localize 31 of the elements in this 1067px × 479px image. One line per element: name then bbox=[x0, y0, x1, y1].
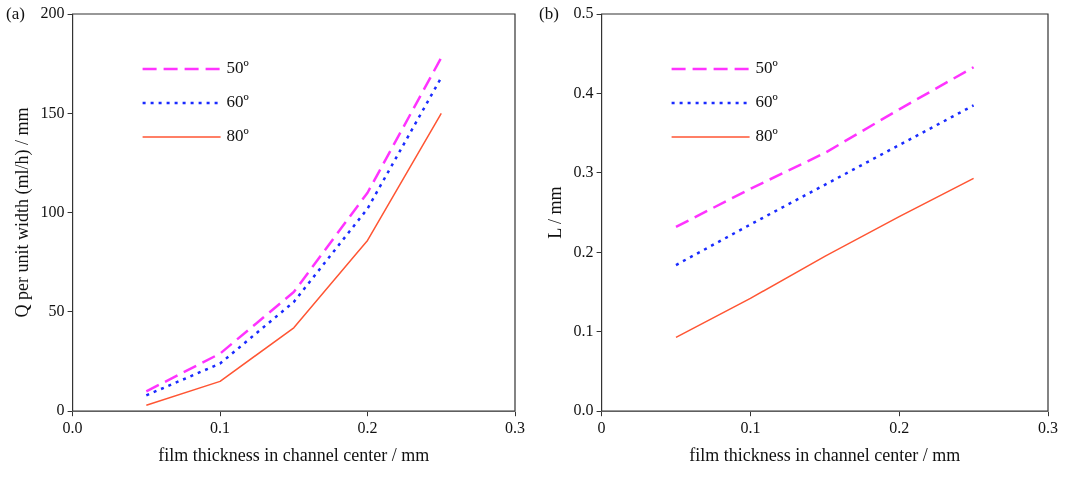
y-tick-label: 0.2 bbox=[573, 242, 594, 260]
x-tick-label: 0.3 bbox=[505, 419, 525, 436]
x-tick-label: 0 bbox=[597, 419, 606, 436]
y-tick-label: 0.4 bbox=[573, 83, 594, 101]
x-tick-label: 0.1 bbox=[740, 419, 761, 436]
chart-title: (a) bbox=[6, 3, 25, 23]
y-tick-label: 0 bbox=[56, 401, 65, 419]
x-tick-label: 0.3 bbox=[1038, 419, 1058, 436]
x-tick-label: 0.1 bbox=[210, 419, 231, 436]
x-tick-label: 0.2 bbox=[357, 419, 378, 436]
y-axis-title: L / mm bbox=[544, 186, 565, 239]
y-tick-label: 0.3 bbox=[573, 163, 594, 181]
y-tick-label: 0.1 bbox=[573, 321, 594, 339]
y-tick-label: 150 bbox=[40, 103, 65, 121]
x-tick-label: 0.0 bbox=[62, 419, 83, 436]
y-tick-label: 200 bbox=[40, 4, 65, 22]
legend-label: 80º bbox=[226, 126, 249, 146]
y-tick-label: 100 bbox=[40, 202, 65, 220]
legend-label: 50º bbox=[755, 58, 778, 78]
chart-title: (b) bbox=[539, 3, 559, 23]
y-tick-label: 0.0 bbox=[573, 401, 594, 419]
x-tick-label: 0.2 bbox=[889, 419, 910, 436]
y-tick-label: 0.5 bbox=[573, 4, 594, 22]
legend-label: 60º bbox=[226, 92, 249, 112]
y-tick-label: 50 bbox=[48, 302, 65, 320]
x-axis-title: film thickness in channel center / mm bbox=[158, 444, 430, 465]
x-axis-title: film thickness in channel center / mm bbox=[689, 444, 961, 465]
y-axis-title: Q per unit width (ml/h) / mm bbox=[11, 107, 33, 318]
legend-label: 50º bbox=[226, 58, 249, 78]
legend-label: 60º bbox=[755, 92, 778, 112]
legend-label: 80º bbox=[755, 126, 778, 146]
